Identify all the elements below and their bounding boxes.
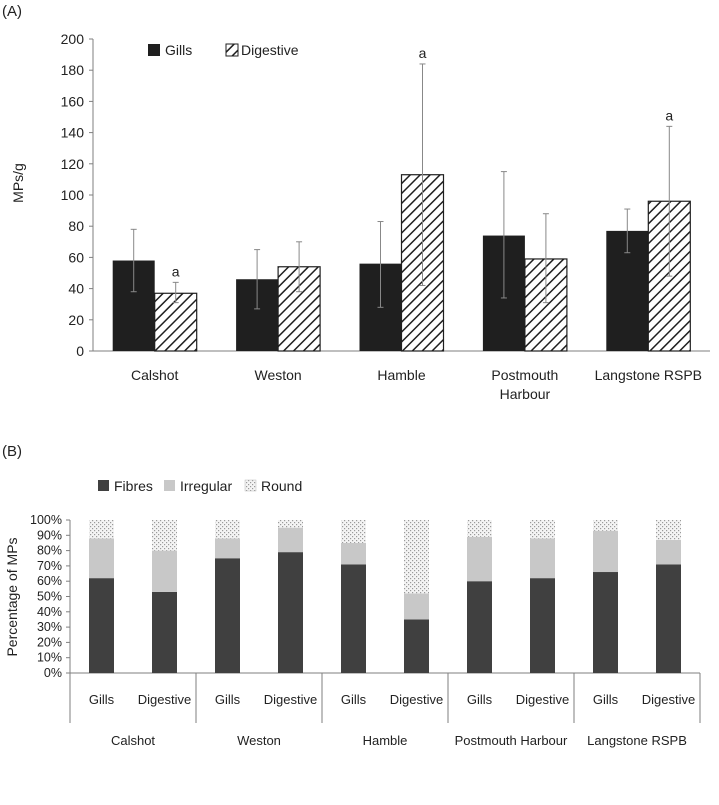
category-label-a: Calshot <box>131 367 179 383</box>
y-tick-label-a: 160 <box>61 93 85 109</box>
group-label-b: Langstone RSPB <box>587 733 687 748</box>
y-tick-label-a: 140 <box>61 125 85 141</box>
y-tick-label-b: 70% <box>37 559 62 573</box>
group-label-b: Weston <box>237 733 281 748</box>
legend-label-fibres: Fibres <box>114 478 153 494</box>
y-tick-label-a: 80 <box>68 218 84 234</box>
panel-a-label: (A) <box>2 3 22 20</box>
subcategory-label-b: Digestive <box>264 692 317 707</box>
subcategory-label-b: Gills <box>467 692 493 707</box>
subcategory-label-b: Digestive <box>390 692 443 707</box>
stack-segment-round <box>656 520 681 540</box>
panel-b-label: (B) <box>2 443 22 460</box>
chart-a: (A) MPs/g 0 20 40 60 80 100 120 140 160 180 200 a a… <box>2 3 710 402</box>
stack-segment-irregular <box>530 538 555 579</box>
legend-label-round: Round <box>261 478 302 494</box>
category-label-a: Postmouth <box>491 367 558 383</box>
y-tick-label-b: 10% <box>37 651 62 665</box>
legend-swatch-gills <box>148 44 160 56</box>
y-tick-label-b: 90% <box>37 528 62 542</box>
category-label-a: Harbour <box>500 386 551 402</box>
subcategory-label-b: Digestive <box>138 692 191 707</box>
stack-segment-round <box>278 520 303 528</box>
legend-swatch-irregular <box>164 480 175 491</box>
category-label-a: Hamble <box>377 367 425 383</box>
stack-segment-irregular <box>278 527 303 553</box>
subcategory-label-b: Gills <box>215 692 241 707</box>
stack-segment-irregular <box>656 539 681 565</box>
legend-label-irregular: Irregular <box>180 478 232 494</box>
stack-segment-round <box>530 520 555 539</box>
stack-segment-irregular <box>152 550 177 592</box>
legend-a: Gills Digestive <box>148 42 299 58</box>
stack-segment-irregular <box>341 542 366 565</box>
legend-b: Fibres Irregular Round <box>98 478 302 494</box>
stack-segment-irregular <box>404 593 429 620</box>
stack-segment-fibres <box>467 581 492 673</box>
stack-segment-fibres <box>278 552 303 673</box>
stack-segment-fibres <box>404 619 429 673</box>
y-tick-label-a: 200 <box>61 31 85 47</box>
stack-segment-fibres <box>593 572 618 673</box>
stack-segment-irregular <box>467 536 492 582</box>
y-tick-label-b: 20% <box>37 635 62 649</box>
legend-label-gills: Gills <box>165 42 192 58</box>
y-tick-label-a: 0 <box>76 343 84 359</box>
significance-annotation: a <box>665 107 673 123</box>
subcategory-label-b: Digestive <box>516 692 569 707</box>
stack-segment-fibres <box>530 578 555 673</box>
legend-swatch-fibres <box>98 480 109 491</box>
stack-segment-round <box>467 520 492 537</box>
group-label-b: Hamble <box>363 733 408 748</box>
significance-annotation: a <box>172 263 180 279</box>
category-label-a: Weston <box>254 367 301 383</box>
subcategory-label-b: Gills <box>341 692 367 707</box>
y-tick-label-a: 40 <box>68 281 84 297</box>
stack-segment-round <box>152 520 177 551</box>
stack-segment-round <box>593 520 618 531</box>
stack-segment-round <box>89 520 114 539</box>
y-tick-label-b: 0% <box>44 666 62 680</box>
y-tick-label-b: 60% <box>37 574 62 588</box>
stack-segment-irregular <box>215 538 240 559</box>
y-tick-label-a: 100 <box>61 187 85 203</box>
stack-segment-fibres <box>215 558 240 673</box>
y-axis-title-b: Percentage of MPs <box>4 537 20 656</box>
stack-segment-fibres <box>341 564 366 673</box>
legend-swatch-round <box>244 479 257 492</box>
stack-segment-fibres <box>152 591 177 673</box>
stack-segment-round <box>341 520 366 543</box>
y-axis-title-a: MPs/g <box>10 163 26 203</box>
chart-b: (B) Fibres Irregular Round Percentage of… <box>2 443 701 748</box>
y-tick-label-b: 50% <box>37 590 62 604</box>
y-tick-label-b: 30% <box>37 620 62 634</box>
stack-segment-fibres <box>89 578 114 673</box>
legend-label-digestive: Digestive <box>241 42 299 58</box>
category-label-a: Langstone RSPB <box>595 367 702 383</box>
y-tick-label-b: 100% <box>30 513 62 527</box>
significance-annotation: a <box>419 45 427 61</box>
subcategory-label-b: Digestive <box>642 692 695 707</box>
stack-segment-round <box>404 520 429 594</box>
legend-swatch-digestive <box>225 43 239 57</box>
group-label-b: Postmouth Harbour <box>455 733 568 748</box>
group-label-b: Calshot <box>111 733 155 748</box>
bar-digestive <box>154 292 198 352</box>
y-tick-label-a: 20 <box>68 312 84 328</box>
y-tick-label-b: 40% <box>37 605 62 619</box>
y-tick-label-b: 80% <box>37 544 62 558</box>
y-tick-label-a: 60 <box>68 249 84 265</box>
stack-segment-round <box>215 520 240 539</box>
stack-segment-fibres <box>656 564 681 673</box>
stack-segment-irregular <box>89 538 114 579</box>
y-tick-label-a: 180 <box>61 62 85 78</box>
subcategory-label-b: Gills <box>89 692 115 707</box>
y-tick-label-a: 120 <box>61 156 85 172</box>
subcategory-label-b: Gills <box>593 692 619 707</box>
stack-segment-irregular <box>593 530 618 573</box>
